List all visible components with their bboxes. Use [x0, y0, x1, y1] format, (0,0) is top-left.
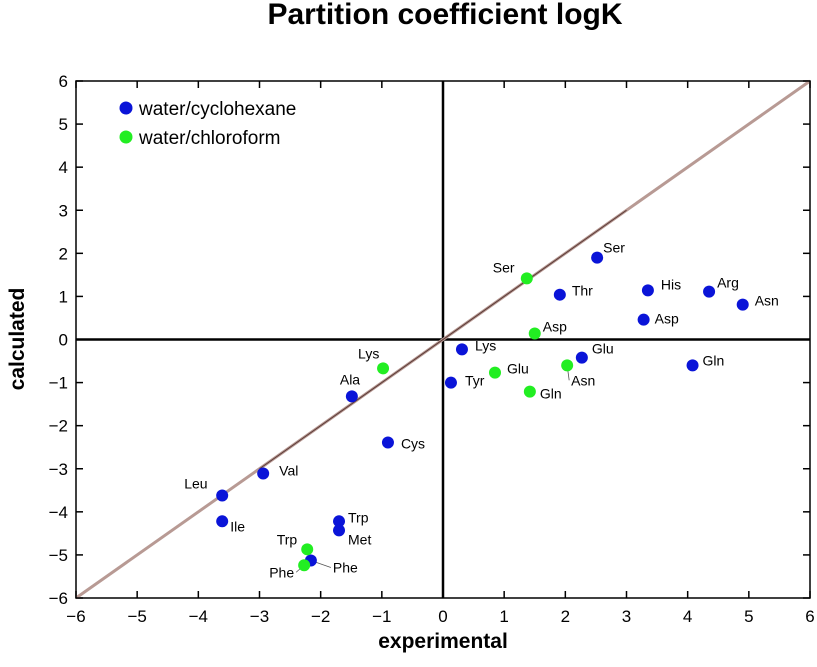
y-tick-label: 6 [59, 72, 68, 91]
x-tick-label: −2 [311, 607, 330, 626]
x-tick-label: −3 [250, 607, 269, 626]
data-point [523, 385, 536, 398]
y-tick-label: 1 [59, 287, 68, 306]
y-tick-label: 5 [59, 115, 68, 134]
point-label: Glu [507, 361, 529, 377]
data-point [488, 366, 501, 379]
x-tick-label: 5 [744, 607, 753, 626]
y-axis-label: calculated [6, 288, 29, 391]
x-tick-label: 1 [499, 607, 508, 626]
x-tick-label: −4 [189, 607, 208, 626]
point-label: Ser [493, 259, 515, 275]
point-label: His [661, 276, 681, 292]
y-tick-label: −1 [49, 374, 68, 393]
data-point [444, 376, 457, 389]
x-tick-label: −6 [66, 607, 85, 626]
legend-marker [119, 101, 133, 115]
y-tick-label: 2 [59, 244, 68, 263]
data-points: Ser Thr His Arg Asn Asp Lys Glu Gln Tyr Ala Cys Val L… [184, 240, 779, 581]
data-point [561, 359, 574, 372]
data-point [216, 489, 229, 502]
legend-item: water/chloroform [119, 128, 281, 149]
x-tick-label: 6 [805, 607, 814, 626]
point-label: Gln [540, 386, 562, 402]
data-point [520, 272, 533, 285]
x-tick-label: 0 [438, 607, 447, 626]
data-point [257, 467, 270, 480]
point-label: Asn [571, 372, 595, 388]
chart-title: Partition coefficient logK [267, 0, 622, 31]
data-point [216, 515, 229, 528]
reference-line-core [259, 209, 627, 470]
y-tick-label: −5 [49, 546, 68, 565]
point-label: Phe [333, 560, 358, 576]
x-tick-label: 3 [622, 607, 631, 626]
data-point [455, 343, 468, 356]
point-label: Gln [703, 352, 725, 368]
data-point [641, 284, 654, 297]
y-tick-label: 4 [59, 158, 68, 177]
x-tick-label: 2 [561, 607, 570, 626]
legend-label: water/cyclohexane [138, 99, 296, 120]
point-label: Arg [717, 275, 739, 291]
y-tick-label: −6 [49, 589, 68, 608]
point-label: Val [279, 462, 298, 478]
point-label: Ser [603, 240, 625, 256]
point-label: Lys [475, 337, 496, 353]
point-label: Lys [358, 345, 379, 361]
reference-line-layer [75, 79, 811, 600]
series-water-cyclohexane [216, 251, 749, 567]
y-tick-label: −3 [49, 460, 68, 479]
data-point [301, 543, 314, 556]
point-label: Ile [230, 518, 245, 534]
y-tick-label: 0 [59, 331, 68, 350]
legend-label: water/chloroform [138, 128, 281, 149]
point-label: Leu [184, 475, 207, 491]
data-point [553, 288, 566, 301]
y-tick-label: −4 [49, 503, 68, 522]
data-point [298, 559, 311, 572]
data-point [637, 313, 650, 326]
point-label: Phe [269, 564, 294, 580]
legend: water/cyclohexane water/chloroform [119, 99, 296, 149]
data-point [528, 327, 541, 340]
y-tick-label: 3 [59, 201, 68, 220]
x-tick-label: 4 [683, 607, 692, 626]
point-label: Asp [543, 318, 567, 334]
point-label: Met [348, 531, 371, 547]
data-point [575, 351, 588, 364]
point-label: Asn [755, 293, 779, 309]
axis-ticks: −6 −5 −4 −3 −2 −1 0 1 2 3 4 5 6 −6 −5 −4 −3 −2 −1 0 1 2 3 4 5 6 [49, 72, 815, 626]
point-label: Cys [401, 435, 425, 451]
series-water-chloroform [298, 272, 574, 572]
y-tick-label: −2 [49, 417, 68, 436]
point-label: Trp [277, 531, 298, 547]
data-point [736, 298, 749, 311]
data-point [333, 515, 346, 528]
data-point [381, 436, 394, 449]
point-labels: Ser Thr His Arg Asn Asp Lys Glu Gln Tyr Ala Cys Val L… [184, 240, 779, 581]
point-label: Ala [340, 371, 360, 387]
data-point [686, 359, 699, 372]
legend-marker [119, 130, 133, 144]
point-label: Thr [572, 283, 593, 299]
data-point [591, 251, 604, 264]
x-tick-label: −5 [127, 607, 146, 626]
data-point [377, 362, 390, 375]
x-tick-label: −1 [372, 607, 391, 626]
data-point [333, 524, 346, 537]
point-label: Trp [348, 509, 369, 525]
point-label: Glu [592, 341, 614, 357]
data-point [703, 285, 716, 298]
point-label: Asp [655, 311, 679, 327]
data-point [345, 390, 358, 403]
point-label: Tyr [465, 373, 485, 389]
x-axis-label: experimental [378, 630, 508, 653]
legend-item: water/cyclohexane [119, 99, 296, 120]
